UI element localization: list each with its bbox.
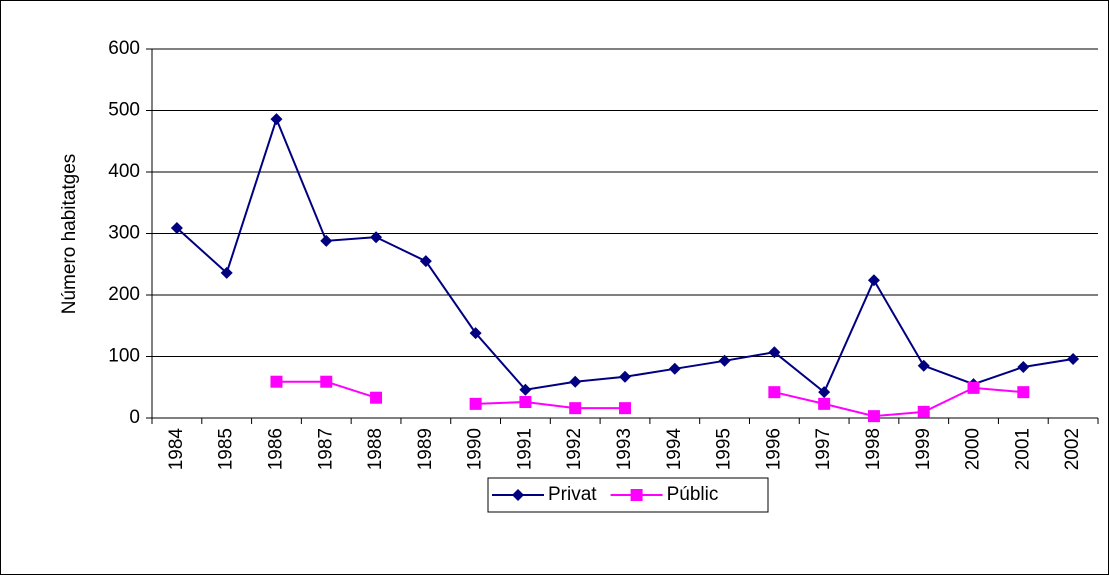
x-tick-label: 1993	[614, 428, 635, 470]
data-point	[619, 402, 631, 415]
data-point	[469, 327, 482, 340]
data-point	[170, 221, 183, 234]
data-point	[768, 346, 781, 359]
data-point	[320, 375, 333, 388]
data-point	[917, 405, 930, 418]
x-tick-label: 2001	[1012, 428, 1033, 470]
data-point	[768, 386, 781, 399]
x-tick-label: 1985	[216, 428, 237, 470]
data-point	[967, 381, 980, 394]
data-point	[718, 354, 731, 367]
x-tick-label: 1992	[564, 428, 585, 470]
data-point	[320, 234, 333, 247]
data-point	[519, 383, 532, 396]
y-tick-label: 600	[108, 38, 140, 59]
x-tick-label: 1989	[415, 428, 436, 470]
data-point	[220, 266, 233, 279]
y-tick-label: 0	[129, 407, 140, 428]
x-tick-label: 2000	[963, 428, 984, 470]
data-point	[419, 255, 432, 268]
data-point	[917, 359, 930, 372]
y-tick-label: 300	[108, 223, 140, 244]
data-point	[1017, 360, 1030, 373]
y-tick-label: 500	[108, 100, 140, 121]
x-tick-label: 1991	[514, 428, 535, 470]
y-tick-label: 100	[108, 346, 140, 367]
legend-label: Públic	[667, 484, 719, 505]
legend-marker	[512, 489, 524, 501]
y-tick-label: 200	[108, 284, 140, 305]
data-point	[469, 397, 482, 410]
data-point	[270, 375, 283, 388]
x-tick-label: 1987	[315, 428, 336, 470]
data-point	[818, 397, 831, 410]
x-tick-label: 1984	[166, 428, 187, 471]
data-point	[1017, 386, 1030, 399]
data-point	[1067, 352, 1080, 365]
x-tick-label: 2002	[1062, 428, 1083, 470]
data-point	[867, 274, 880, 287]
x-tick-label: 1995	[714, 428, 735, 470]
x-tick-label: 1990	[465, 428, 486, 470]
y-tick-label: 400	[108, 161, 140, 182]
data-point	[370, 391, 383, 404]
data-point	[569, 375, 582, 388]
x-tick-label: 1994	[664, 428, 685, 471]
x-tick-label: 1997	[813, 428, 834, 470]
x-tick-label: 1996	[763, 428, 784, 470]
data-point	[619, 370, 631, 383]
data-point	[569, 402, 582, 415]
data-point	[668, 362, 681, 375]
x-tick-label: 1998	[863, 428, 884, 470]
data-point	[519, 396, 532, 409]
x-tick-label: 1986	[265, 428, 286, 470]
legend-marker	[630, 489, 643, 501]
x-tick-label: 1999	[913, 428, 934, 470]
y-axis-label: Número habitatges	[59, 154, 80, 315]
data-point	[818, 386, 831, 399]
data-point	[867, 410, 880, 423]
data-point	[370, 231, 383, 244]
data-point	[270, 113, 283, 126]
legend-label: Privat	[548, 484, 597, 505]
x-tick-label: 1988	[365, 428, 386, 470]
